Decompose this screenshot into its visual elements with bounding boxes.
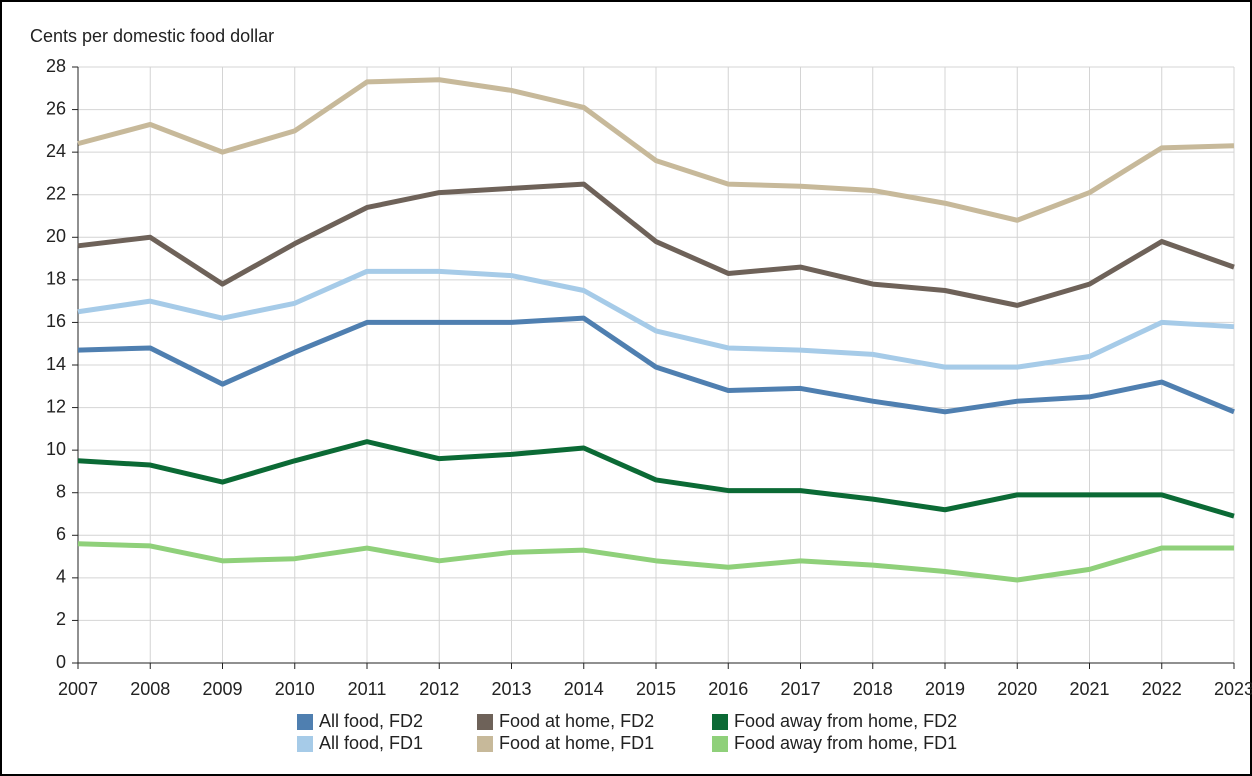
legend-swatch [297, 736, 313, 752]
y-tick-label: 12 [46, 396, 66, 416]
y-tick-label: 28 [46, 56, 66, 76]
legend-label: All food, FD1 [319, 733, 423, 753]
legend-swatch [477, 714, 493, 730]
x-tick-label: 2007 [58, 679, 98, 699]
series-line [77, 268, 1235, 370]
series-line [77, 439, 1235, 519]
legend-swatch [712, 714, 728, 730]
y-tick-label: 2 [56, 609, 66, 629]
x-tick-label: 2011 [348, 679, 387, 699]
y-tick-label: 16 [46, 311, 66, 331]
x-tick-label: 2018 [853, 679, 893, 699]
y-tick-label: 24 [46, 141, 66, 161]
legend-swatch [477, 736, 493, 752]
legend-swatch [712, 736, 728, 752]
x-tick-label: 2015 [636, 679, 676, 699]
series-line [77, 181, 1235, 308]
y-tick-label: 6 [56, 524, 66, 544]
y-tick-label: 4 [56, 567, 66, 587]
x-tick-label: 2009 [202, 679, 242, 699]
y-tick-label: 20 [46, 226, 66, 246]
x-tick-label: 2014 [564, 679, 604, 699]
x-tick-label: 2013 [491, 679, 531, 699]
x-tick-label: 2022 [1142, 679, 1182, 699]
legend-label: All food, FD2 [319, 711, 423, 731]
y-axis-label: Cents per domestic food dollar [30, 26, 274, 46]
legend-swatch [297, 714, 313, 730]
x-tick-label: 2017 [780, 679, 820, 699]
series-line [77, 541, 1234, 583]
y-tick-label: 26 [46, 98, 66, 118]
y-tick-label: 10 [46, 439, 66, 459]
y-tick-label: 22 [46, 183, 66, 203]
x-tick-label: 2023 [1214, 679, 1252, 699]
y-tick-label: 8 [56, 481, 66, 501]
x-tick-label: 2019 [925, 679, 965, 699]
series-line [77, 77, 1235, 223]
x-tick-label: 2010 [275, 679, 315, 699]
x-tick-label: 2021 [1069, 679, 1109, 699]
series-line [77, 315, 1235, 415]
y-tick-label: 18 [46, 269, 66, 289]
y-tick-label: 0 [56, 652, 66, 672]
legend-label: Food away from home, FD2 [734, 711, 957, 731]
x-tick-label: 2012 [419, 679, 459, 699]
x-tick-label: 2020 [997, 679, 1037, 699]
legend-label: Food away from home, FD1 [734, 733, 957, 753]
legend-label: Food at home, FD2 [499, 711, 654, 731]
x-tick-label: 2008 [130, 679, 170, 699]
legend-label: Food at home, FD1 [499, 733, 654, 753]
x-tick-label: 2016 [708, 679, 748, 699]
y-tick-label: 14 [46, 354, 66, 374]
